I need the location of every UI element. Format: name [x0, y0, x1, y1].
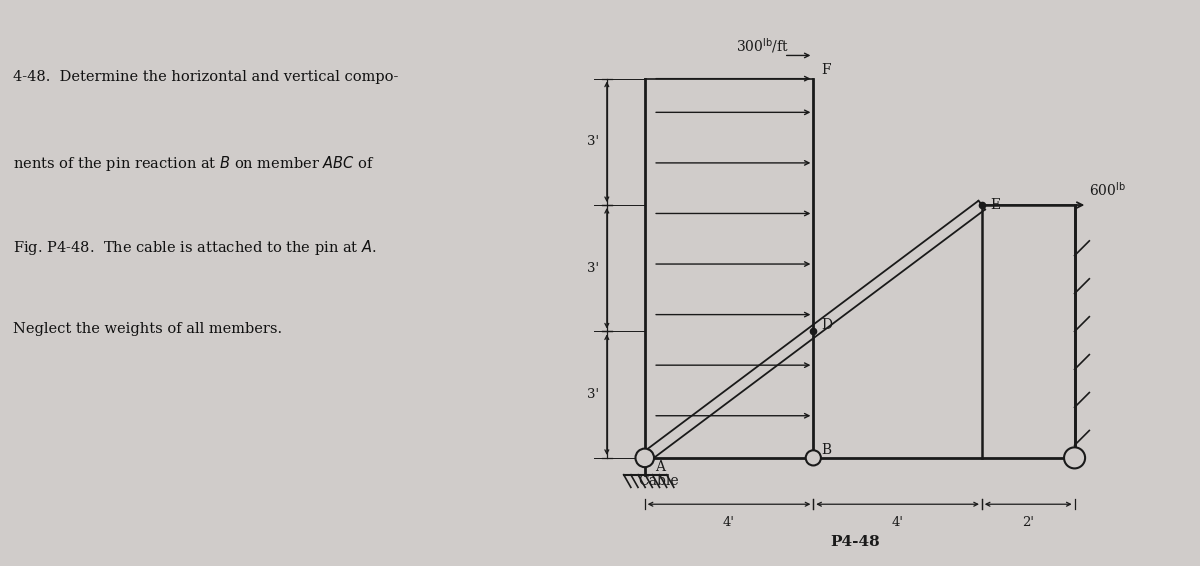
Text: nents of the pin reaction at $B$ on member $ABC$ of: nents of the pin reaction at $B$ on memb…	[13, 154, 376, 173]
Text: 3': 3'	[587, 388, 599, 401]
Text: A: A	[655, 460, 665, 474]
Text: P4-48: P4-48	[830, 535, 881, 549]
Circle shape	[636, 449, 654, 467]
Text: B: B	[822, 443, 832, 457]
Text: 4-48.  Determine the horizontal and vertical compo-: 4-48. Determine the horizontal and verti…	[13, 70, 398, 84]
Text: Fig. P4-48.  The cable is attached to the pin at $A$.: Fig. P4-48. The cable is attached to the…	[13, 238, 377, 257]
Text: Cable: Cable	[638, 474, 679, 488]
Text: E: E	[990, 198, 1001, 212]
Text: 4': 4'	[724, 516, 736, 529]
Circle shape	[1064, 447, 1085, 469]
Text: 3': 3'	[587, 261, 599, 275]
Text: 600$^{\rm lb}$: 600$^{\rm lb}$	[1090, 181, 1127, 199]
Text: 300$^{\rm lb}$/ft: 300$^{\rm lb}$/ft	[737, 37, 790, 55]
Circle shape	[805, 451, 821, 465]
Text: 4': 4'	[892, 516, 904, 529]
Text: D: D	[822, 318, 833, 332]
Text: 2': 2'	[1022, 516, 1034, 529]
Text: 3': 3'	[587, 135, 599, 148]
Text: F: F	[822, 63, 832, 78]
Text: Neglect the weights of all members.: Neglect the weights of all members.	[13, 322, 282, 336]
